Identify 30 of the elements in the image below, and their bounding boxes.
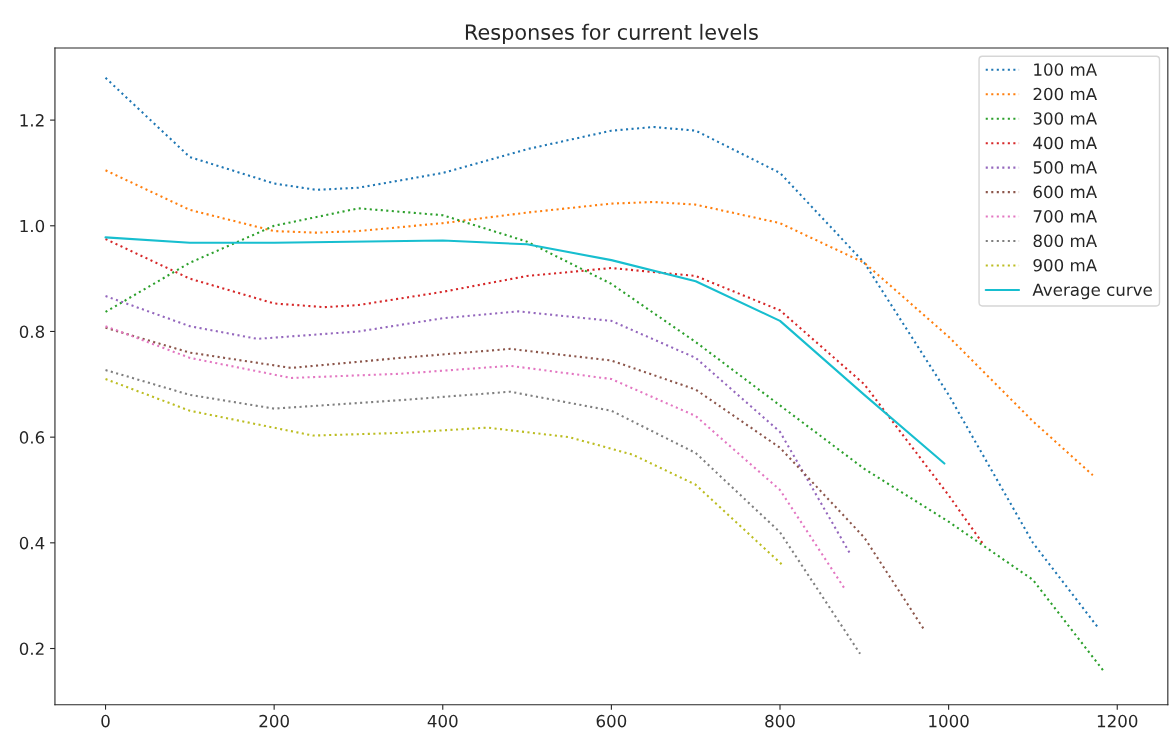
line-series xyxy=(104,237,984,544)
legend-label: 500 mA xyxy=(1033,161,1097,174)
legend-label: 300 mA xyxy=(1033,112,1097,125)
line-series xyxy=(104,76,1099,629)
legend-label: 400 mA xyxy=(1033,136,1097,150)
y-tick-label: 1.0 xyxy=(20,219,45,233)
legend-label: Average curve xyxy=(1032,283,1152,300)
x-tick-label: 1200 xyxy=(1097,714,1138,728)
y-tick-label: 0.2 xyxy=(19,642,44,656)
y-tick-label: 0.4 xyxy=(19,536,45,550)
legend-label: 600 mA xyxy=(1033,185,1097,199)
x-tick-label: 600 xyxy=(596,714,627,728)
x-tick-label: 0 xyxy=(101,714,110,728)
legend-label: 100 mA xyxy=(1034,63,1097,76)
x-tick-label: 200 xyxy=(259,714,289,728)
x-tick-label: 1000 xyxy=(929,714,969,728)
line-series xyxy=(104,236,946,465)
legend-label: 700 mA xyxy=(1033,210,1097,223)
line-series xyxy=(104,369,862,655)
y-tick-label: 0.8 xyxy=(19,325,45,339)
y-tick-label: 0.6 xyxy=(19,431,45,444)
chart-title: Responses for current levels xyxy=(465,23,758,44)
x-tick-label: 400 xyxy=(427,714,458,728)
legend-label: 800 mA xyxy=(1033,234,1097,248)
line-series xyxy=(104,326,925,630)
y-tick-label: 1.2 xyxy=(20,114,44,127)
x-tick-label: 800 xyxy=(765,714,795,728)
line-series xyxy=(104,377,784,567)
legend-label: 200 mA xyxy=(1033,87,1097,101)
legend-label: 900 mA xyxy=(1033,258,1097,272)
